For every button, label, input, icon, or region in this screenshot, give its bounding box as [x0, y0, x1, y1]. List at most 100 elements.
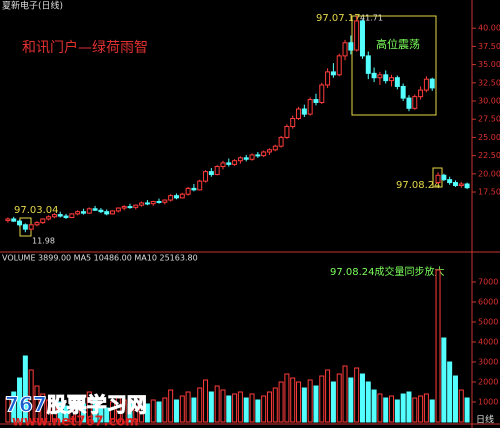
y-tick-label: 7000 [478, 278, 498, 287]
annotation: 11.98 [32, 237, 55, 246]
candle-body [412, 96, 418, 109]
volume-bar [208, 391, 214, 423]
annotation: 97.03.04 [14, 205, 59, 216]
y-tick-label: 5000 [478, 318, 498, 327]
candle-body [383, 74, 389, 82]
candle-body [214, 166, 220, 176]
candle-body [75, 211, 81, 215]
volume-bar [284, 373, 290, 423]
volume-bar [354, 367, 360, 423]
volume-bar [249, 393, 255, 423]
candle-body [133, 204, 139, 208]
annotation: 高位震荡 [376, 37, 420, 51]
candle-body [406, 97, 412, 109]
volume-bar [104, 407, 110, 423]
volume-bar [359, 373, 365, 423]
candle-body [296, 108, 302, 119]
candle-body [156, 200, 162, 203]
watermark-url: www.net767.com [12, 415, 139, 428]
candle-body [121, 206, 127, 209]
volume-bar [214, 385, 220, 423]
volume-bar [365, 381, 371, 423]
volume-bar [261, 395, 267, 423]
y-tick-label: 40.00 [478, 24, 500, 33]
y-tick-label: 6000 [478, 298, 498, 307]
candle-body [22, 224, 28, 230]
volume-title: VOLUME 3899.00 MA5 10486.00 MA10 25163.8… [2, 254, 198, 263]
volume-bar [307, 379, 313, 423]
volume-bar [342, 365, 348, 423]
candle-body [173, 195, 179, 199]
volume-bar [5, 397, 11, 423]
volume-bar [168, 389, 174, 423]
candle-body [255, 154, 261, 157]
volume-bar [232, 393, 238, 423]
volume-bar [139, 395, 145, 423]
candle-body [394, 77, 400, 87]
y-tick-label: 35.00 [478, 60, 500, 69]
candle-body [63, 215, 69, 219]
candle-body [458, 183, 464, 186]
candle-body [28, 224, 34, 230]
y-tick-label: 3000 [478, 358, 498, 367]
candle-body [336, 55, 342, 76]
volume-bar [80, 403, 86, 423]
candle-body [400, 85, 406, 99]
candle-body [319, 84, 325, 103]
candle-body [162, 199, 168, 203]
volume-bar [162, 397, 168, 423]
volume-bar [226, 395, 232, 423]
candle-body [243, 157, 249, 160]
candle-body [464, 183, 470, 189]
volume-bar [92, 399, 98, 423]
candle-body [168, 195, 174, 201]
candle-body [313, 99, 319, 103]
candle-body [80, 211, 86, 214]
candle-body [144, 202, 150, 205]
candle-body [290, 117, 296, 127]
volume-bar [429, 399, 435, 423]
y-tick-label: 2000 [478, 378, 498, 387]
candle-body [139, 202, 145, 206]
volume-bar [394, 399, 400, 423]
volume-bar [22, 355, 28, 423]
candle-body [371, 72, 377, 79]
volume-bar [383, 397, 389, 423]
candle-body [435, 174, 441, 184]
y-tick-label: 27.50 [478, 115, 500, 124]
y-tick-label: 4000 [478, 338, 498, 347]
volume-bar [173, 399, 179, 423]
candle-body [284, 126, 290, 138]
volume-bar [191, 397, 197, 423]
candle-body [261, 151, 267, 157]
volume-bar [11, 391, 17, 423]
candle-body [185, 187, 191, 195]
volume-bar [301, 387, 307, 423]
candle-body [40, 218, 46, 224]
y-tick-label: 25.00 [478, 133, 500, 142]
y-tick-label: 17.50 [478, 188, 500, 197]
volume-bar [144, 403, 150, 423]
candle-body [377, 74, 383, 79]
volume-bar [51, 403, 57, 423]
candle-body [232, 160, 238, 165]
volume-bar [28, 369, 34, 423]
candle-body [69, 213, 75, 219]
candle-body [354, 20, 360, 51]
volume-bar [75, 395, 81, 423]
candle-body [203, 171, 209, 182]
volume-bar [57, 401, 63, 423]
volume-bar [435, 269, 441, 423]
volume-bar [197, 387, 203, 423]
volume-bar [319, 375, 325, 423]
annotation: 97.07.17 [316, 13, 361, 24]
volume-bar [127, 403, 133, 423]
volume-bar [325, 369, 331, 423]
candle-body [307, 99, 313, 115]
candle-body [57, 214, 63, 217]
volume-bar [69, 397, 75, 423]
y-tick-label: 37.50 [478, 42, 500, 51]
annotation: 97.08.24 [396, 180, 441, 191]
candle-body [34, 222, 40, 226]
